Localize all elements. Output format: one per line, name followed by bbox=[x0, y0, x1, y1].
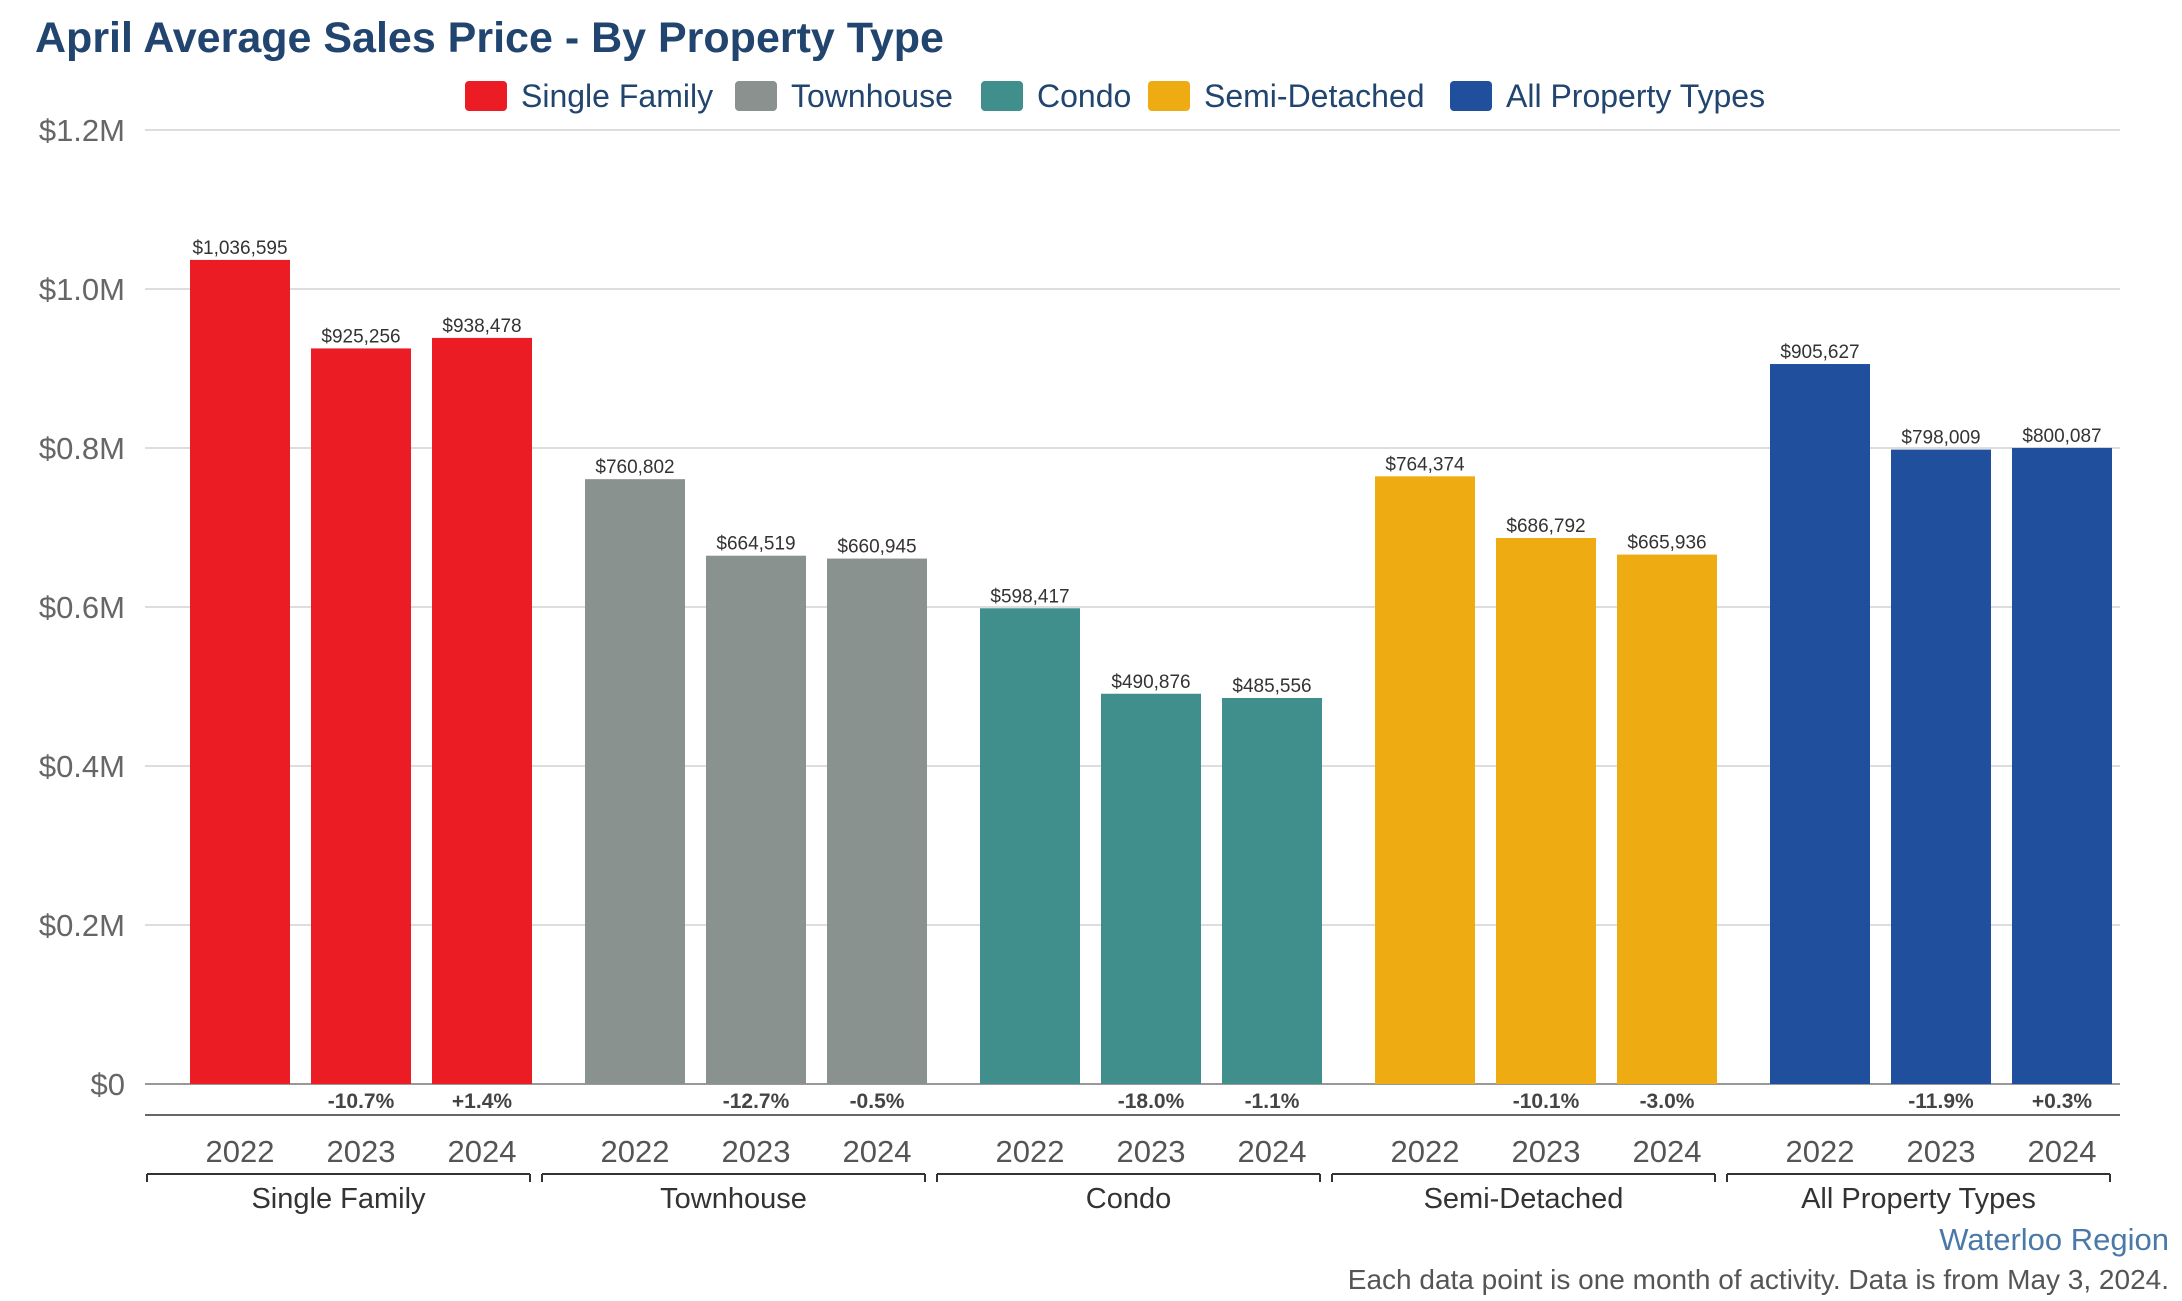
group-bracket bbox=[146, 1173, 531, 1182]
group-bracket bbox=[1726, 1173, 2111, 1182]
bar-value-label: $925,256 bbox=[321, 326, 400, 347]
bar-value-label: $764,374 bbox=[1385, 454, 1465, 475]
legend-swatch-semi-detached bbox=[1148, 81, 1190, 111]
bar bbox=[1101, 693, 1201, 1084]
x-tick-label: 2022 bbox=[1391, 1134, 1460, 1169]
region-label: Waterloo Region bbox=[1939, 1222, 2169, 1257]
change-label: -1.1% bbox=[1245, 1090, 1300, 1113]
chart-legend: Single Family Townhouse Condo Semi-Detac… bbox=[0, 74, 2182, 118]
y-tick-label: $0.6M bbox=[39, 590, 125, 625]
bar-value-label: $485,556 bbox=[1232, 676, 1311, 697]
change-label: +1.4% bbox=[452, 1090, 512, 1113]
legend-label-semi-detached: Semi-Detached bbox=[1204, 77, 1425, 114]
change-label: -11.9% bbox=[1908, 1090, 1974, 1113]
bar bbox=[1770, 364, 1870, 1085]
labels: $0 $0.2M $0.4M $0.6M $0.8M $1.0M $1.2M $1,036,5… bbox=[39, 113, 2102, 1215]
bar bbox=[311, 348, 411, 1084]
group-label: Condo bbox=[1086, 1183, 1171, 1215]
bar bbox=[1617, 554, 1717, 1084]
footnote: Each data point is one month of activity… bbox=[1347, 1264, 2169, 1295]
x-tick-label: 2022 bbox=[996, 1134, 1065, 1169]
y-tick-label: $0 bbox=[91, 1067, 125, 1102]
bar bbox=[585, 479, 685, 1084]
bar-value-label: $1,036,595 bbox=[192, 238, 287, 259]
change-label: -3.0% bbox=[1640, 1090, 1695, 1113]
change-label: -18.0% bbox=[1118, 1090, 1185, 1113]
bar bbox=[1375, 476, 1475, 1085]
group-bracket bbox=[1331, 1173, 1716, 1182]
change-label: +0.3% bbox=[2032, 1090, 2092, 1113]
bar bbox=[1496, 538, 1596, 1084]
x-tick-label: 2024 bbox=[843, 1134, 912, 1169]
group-bracket bbox=[936, 1173, 1321, 1182]
bar bbox=[1222, 697, 1322, 1084]
bar-value-label: $665,936 bbox=[1627, 533, 1706, 554]
x-tick-label: 2024 bbox=[2028, 1134, 2097, 1169]
x-tick-label: 2024 bbox=[1633, 1134, 1702, 1169]
x-tick-label: 2022 bbox=[601, 1134, 670, 1169]
change-label: -0.5% bbox=[850, 1090, 905, 1113]
x-tick-label: 2023 bbox=[1512, 1134, 1581, 1169]
legend-item-semi-detached[interactable]: Semi-Detached bbox=[1148, 74, 1425, 118]
group-label: Semi-Detached bbox=[1424, 1183, 1624, 1215]
bar bbox=[2012, 447, 2112, 1084]
x-tick-label: 2023 bbox=[1117, 1134, 1186, 1169]
legend-label-townhouse: Townhouse bbox=[791, 77, 953, 114]
bar bbox=[1891, 449, 1991, 1084]
bar-value-label: $905,627 bbox=[1780, 342, 1859, 363]
bar bbox=[190, 259, 290, 1084]
legend-swatch-single-family bbox=[465, 81, 507, 111]
legend-label-single-family: Single Family bbox=[521, 77, 714, 114]
bar bbox=[706, 555, 806, 1084]
bar-value-label: $686,792 bbox=[1506, 516, 1585, 537]
y-tick-label: $0.8M bbox=[39, 431, 125, 466]
y-tick-label: $0.4M bbox=[39, 749, 125, 784]
bar-value-label: $938,478 bbox=[442, 316, 521, 337]
bar-value-label: $798,009 bbox=[1901, 428, 1980, 449]
group-label: All Property Types bbox=[1801, 1183, 2036, 1215]
chart-title: April Average Sales Price - By Property … bbox=[35, 14, 944, 62]
x-tick-label: 2023 bbox=[722, 1134, 791, 1169]
bar bbox=[980, 608, 1080, 1084]
change-label: -10.7% bbox=[328, 1090, 395, 1113]
x-tick-label: 2024 bbox=[1238, 1134, 1307, 1169]
change-label: -12.7% bbox=[723, 1090, 790, 1113]
bar-value-label: $490,876 bbox=[1111, 672, 1190, 693]
x-tick-label: 2022 bbox=[1786, 1134, 1855, 1169]
bar-value-label: $598,417 bbox=[990, 586, 1069, 607]
legend-item-townhouse[interactable]: Townhouse bbox=[735, 74, 953, 118]
bar-value-label: $760,802 bbox=[595, 457, 674, 478]
legend-item-single-family[interactable]: Single Family bbox=[465, 74, 713, 118]
y-tick-label: $1.2M bbox=[39, 113, 125, 148]
bar bbox=[432, 337, 532, 1084]
legend-item-all-property-types[interactable]: All Property Types bbox=[1450, 74, 1765, 118]
x-tick-label: 2024 bbox=[448, 1134, 517, 1169]
legend-item-condo[interactable]: Condo bbox=[981, 74, 1131, 118]
y-tick-label: $1.0M bbox=[39, 272, 125, 307]
legend-label-all-property-types: All Property Types bbox=[1506, 77, 1766, 114]
bar-value-label: $660,945 bbox=[837, 537, 916, 558]
legend-swatch-townhouse bbox=[735, 81, 777, 111]
group-label: Townhouse bbox=[660, 1183, 807, 1215]
legend-swatch-all-property-types bbox=[1450, 81, 1492, 111]
x-tick-label: 2022 bbox=[206, 1134, 275, 1169]
bar-value-label: $800,087 bbox=[2022, 426, 2101, 447]
bars bbox=[190, 259, 2112, 1085]
legend-label-condo: Condo bbox=[1037, 77, 1132, 114]
x-tick-label: 2023 bbox=[327, 1134, 396, 1169]
change-label: -10.1% bbox=[1513, 1090, 1580, 1113]
group-bracket bbox=[541, 1173, 926, 1182]
group-label: Single Family bbox=[251, 1183, 426, 1215]
legend-swatch-condo bbox=[981, 81, 1023, 111]
y-tick-label: $0.2M bbox=[39, 908, 125, 943]
bar bbox=[827, 558, 927, 1084]
x-tick-label: 2023 bbox=[1907, 1134, 1976, 1169]
bar-value-label: $664,519 bbox=[716, 534, 795, 555]
